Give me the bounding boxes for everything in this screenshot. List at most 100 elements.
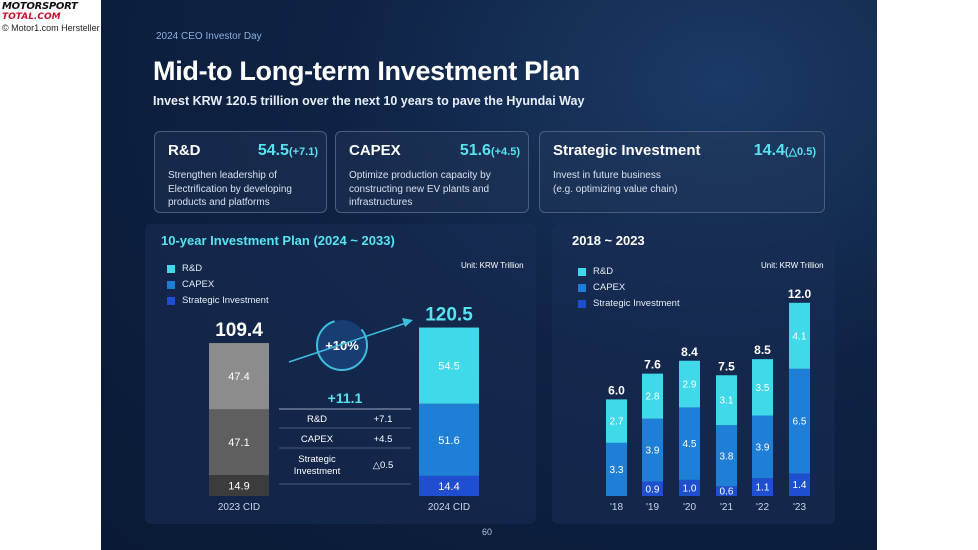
card-value: 51.6(+4.5) xyxy=(460,142,520,160)
card-amount: 14.4 xyxy=(753,142,785,159)
diff-row-label: Investment xyxy=(294,466,341,477)
watermark: MOTORSPORT TOTAL.COM © Motor1.com Herste… xyxy=(2,2,112,34)
card-change: (△0.5) xyxy=(784,146,816,158)
legend-swatch xyxy=(578,284,586,292)
diff-row-label: R&D xyxy=(307,414,327,425)
bar-strategic xyxy=(642,481,663,496)
bar-rnd xyxy=(606,399,627,443)
bar-data-label: 3.8 xyxy=(720,451,734,462)
legend-swatch xyxy=(167,265,175,273)
bar-total-label: 120.5 xyxy=(425,305,473,326)
bar-data-label: 4.5 xyxy=(683,439,697,450)
bar-total-label: 6.0 xyxy=(608,383,625,397)
card-change: (+4.5) xyxy=(490,146,520,158)
watermark-credit: © Motor1.com Hersteller xyxy=(2,23,100,33)
card-change: (+7.1) xyxy=(288,146,318,158)
legend-label: R&D xyxy=(182,263,203,274)
bar-rnd xyxy=(642,373,663,419)
diff-row-label: Strategic xyxy=(298,454,336,465)
legend-swatch xyxy=(578,300,586,308)
plan-chart-title: 10-year Investment Plan (2024 ~ 2033) xyxy=(161,233,395,248)
card-desc-line: Strengthen leadership of xyxy=(168,170,277,181)
card-description: Invest in future business (e.g. optimizi… xyxy=(553,169,678,196)
card-desc-line: products and platforms xyxy=(168,197,270,208)
diff-total: +11.1 xyxy=(328,390,363,406)
bar-data-label: 3.9 xyxy=(646,446,660,457)
bar-data-label: 14.4 xyxy=(438,481,459,493)
legend-item-rnd: R&D xyxy=(578,264,680,280)
bar-capex xyxy=(789,368,810,474)
card-description: Optimize production capacity by construc… xyxy=(349,169,491,210)
slide: 2024 CEO Investor Day Mid-to Long-term I… xyxy=(101,0,877,550)
watermark-brand-domain: TOTAL.COM xyxy=(2,12,61,22)
bar-total-label: 109.4 xyxy=(215,320,263,341)
bar-total-label: 7.5 xyxy=(718,359,735,373)
bar-data-label: 6.5 xyxy=(793,417,807,428)
legend-label: CAPEX xyxy=(593,282,626,293)
diff-row-value: +4.5 xyxy=(374,434,393,445)
bar-capex xyxy=(419,403,479,476)
x-tick-label: '19 xyxy=(646,502,659,513)
legend-item-capex: CAPEX xyxy=(167,277,269,293)
legend-item-capex: CAPEX xyxy=(578,280,680,296)
legend-item-rnd: R&D xyxy=(167,261,269,277)
bar-capex xyxy=(752,415,773,479)
legend-swatch xyxy=(578,268,586,276)
x-tick-label: 2024 CID xyxy=(428,502,470,513)
card-desc-line: Optimize production capacity by xyxy=(349,170,491,181)
charts-canvas: 14.9 47.1 47.4 109.4 2023 CID 14.4 51.6 54.5 120… xyxy=(209,287,812,513)
bar-rnd xyxy=(679,360,700,408)
bar-data-label: 2.7 xyxy=(610,417,624,428)
bar-data-label: 0.6 xyxy=(720,487,734,498)
bar-data-label: 4.1 xyxy=(793,331,807,342)
bar-data-label: 54.5 xyxy=(438,361,459,373)
legend-label: R&D xyxy=(593,266,614,277)
bar-rnd xyxy=(789,302,810,369)
event-tag: 2024 CEO Investor Day xyxy=(156,31,262,42)
bar-capex xyxy=(716,425,737,487)
card-description: Strengthen leadership of Electrification… xyxy=(168,169,292,210)
bar-data-label: 47.4 xyxy=(228,371,249,383)
bar-data-label: 51.6 xyxy=(438,435,459,447)
plan-unit: Unit: KRW Trillion xyxy=(461,261,524,270)
card-desc-line: (e.g. optimizing value chain) xyxy=(553,183,678,195)
card-desc-line: constructing new EV plants and xyxy=(349,183,490,195)
card-value: 54.5(+7.1) xyxy=(258,142,318,160)
legend-item-strategic: Strategic Investment xyxy=(578,296,680,312)
legend-label: Strategic Investment xyxy=(182,295,269,306)
bar-data-label: 1.1 xyxy=(756,483,770,494)
bar-rnd xyxy=(752,359,773,416)
card-name: Strategic Investment xyxy=(553,142,701,159)
diff-row-value: △0.5 xyxy=(373,460,394,471)
page-number: 60 xyxy=(482,527,493,537)
x-tick-label: '21 xyxy=(720,502,733,513)
card-name: R&D xyxy=(168,142,201,159)
bar-data-label: 47.1 xyxy=(228,437,249,449)
bar-data-label: 1.0 xyxy=(683,483,697,494)
bar-rnd xyxy=(716,375,737,426)
card-capex: CAPEX 51.6(+4.5) Optimize production cap… xyxy=(335,131,529,213)
bar-total-label: 8.5 xyxy=(754,343,771,357)
bar-data-label: 3.5 xyxy=(756,383,770,394)
x-tick-label: '23 xyxy=(793,502,806,513)
bar-strategic xyxy=(789,473,810,496)
bar-capex xyxy=(642,418,663,482)
bar-data-label: 2.8 xyxy=(646,392,660,403)
bar-data-label: 3.1 xyxy=(720,396,734,407)
bar-data-label: 3.3 xyxy=(610,465,624,476)
legend-label: Strategic Investment xyxy=(593,298,680,309)
bar-capex xyxy=(606,442,627,496)
card-desc-line: Electrification by developing xyxy=(168,183,292,195)
bar-data-label: 3.9 xyxy=(756,442,770,453)
legend-item-strategic: Strategic Investment xyxy=(167,293,269,309)
card-desc-line: Invest in future business xyxy=(553,170,661,181)
x-tick-label: '18 xyxy=(610,502,623,513)
bar-capex xyxy=(679,407,700,480)
page-subtitle: Invest KRW 120.5 trillion over the next … xyxy=(153,94,585,108)
watermark-brand: MOTORSPORT xyxy=(2,1,78,12)
diff-row-value: +7.1 xyxy=(374,414,393,425)
history-legend: R&D CAPEX Strategic Investment xyxy=(578,264,680,312)
bar-strategic xyxy=(209,475,269,496)
card-name: CAPEX xyxy=(349,142,401,159)
bar-rnd xyxy=(209,343,269,410)
